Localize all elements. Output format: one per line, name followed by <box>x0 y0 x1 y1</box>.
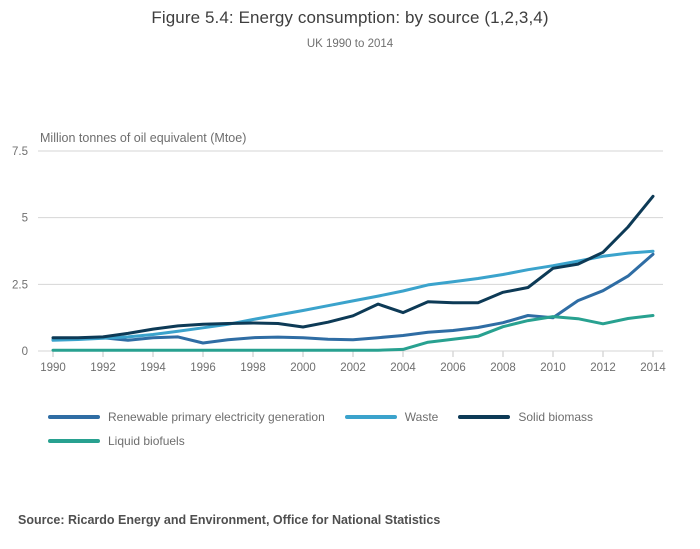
legend-item-renewable-primary-electricity-generation: Renewable primary electricity generation <box>48 409 325 425</box>
legend-label: Solid biomass <box>518 410 594 424</box>
x-tick-label: 1998 <box>240 362 266 374</box>
energy-consumption-line-chart: 0 2.5 5 7.5 1990 1992 1994 1996 1998 2000 2002 2004… <box>12 146 666 374</box>
legend-swatch <box>48 415 100 419</box>
y-tick-label: 2.5 <box>12 279 28 291</box>
x-tick-label: 2000 <box>290 362 316 374</box>
x-tick-label: 1990 <box>40 362 66 374</box>
legend-item-liquid-biofuels: Liquid biofuels <box>48 433 185 449</box>
page-title: Figure 5.4: Energy consumption: by sourc… <box>151 8 549 27</box>
y-axis-unit-label: Million tonnes of oil equivalent (Mtoe) <box>40 131 247 145</box>
page-subtitle: UK 1990 to 2014 <box>306 38 394 50</box>
legend-swatch <box>458 415 511 419</box>
series-line-liquid-biofuels <box>51 314 655 352</box>
legend-item-solid-biomass: Solid biomass <box>458 409 593 425</box>
legend-label: Renewable primary electricity generation <box>108 410 325 424</box>
x-tick-label: 2010 <box>540 362 566 374</box>
x-tick-label: 2014 <box>640 362 666 374</box>
legend-swatch <box>344 415 397 419</box>
y-tick-label: 5 <box>22 213 28 225</box>
x-tick-label: 2012 <box>590 362 616 374</box>
source-note: Source: Ricardo Energy and Environment, … <box>18 513 441 527</box>
legend-label: Waste <box>404 410 439 424</box>
y-tick-label: 7.5 <box>12 146 28 158</box>
series-line-solid-biomass <box>51 194 655 340</box>
x-tick-label: 2004 <box>390 362 416 374</box>
chart-legend: Renewable primary electricity generation… <box>48 409 658 449</box>
series-line-waste <box>51 249 655 342</box>
legend-swatch <box>48 439 100 443</box>
legend-label: Liquid biofuels <box>108 434 185 448</box>
x-tick-label: 2008 <box>490 362 516 374</box>
y-tick-label: 0 <box>22 346 28 358</box>
x-tick-label: 1992 <box>90 362 116 374</box>
x-tick-label: 1994 <box>140 362 166 374</box>
legend-item-waste: Waste <box>344 409 439 425</box>
x-tick-label: 2006 <box>440 362 466 374</box>
x-tick-label: 2002 <box>340 362 366 374</box>
x-tick-label: 1996 <box>190 362 216 374</box>
